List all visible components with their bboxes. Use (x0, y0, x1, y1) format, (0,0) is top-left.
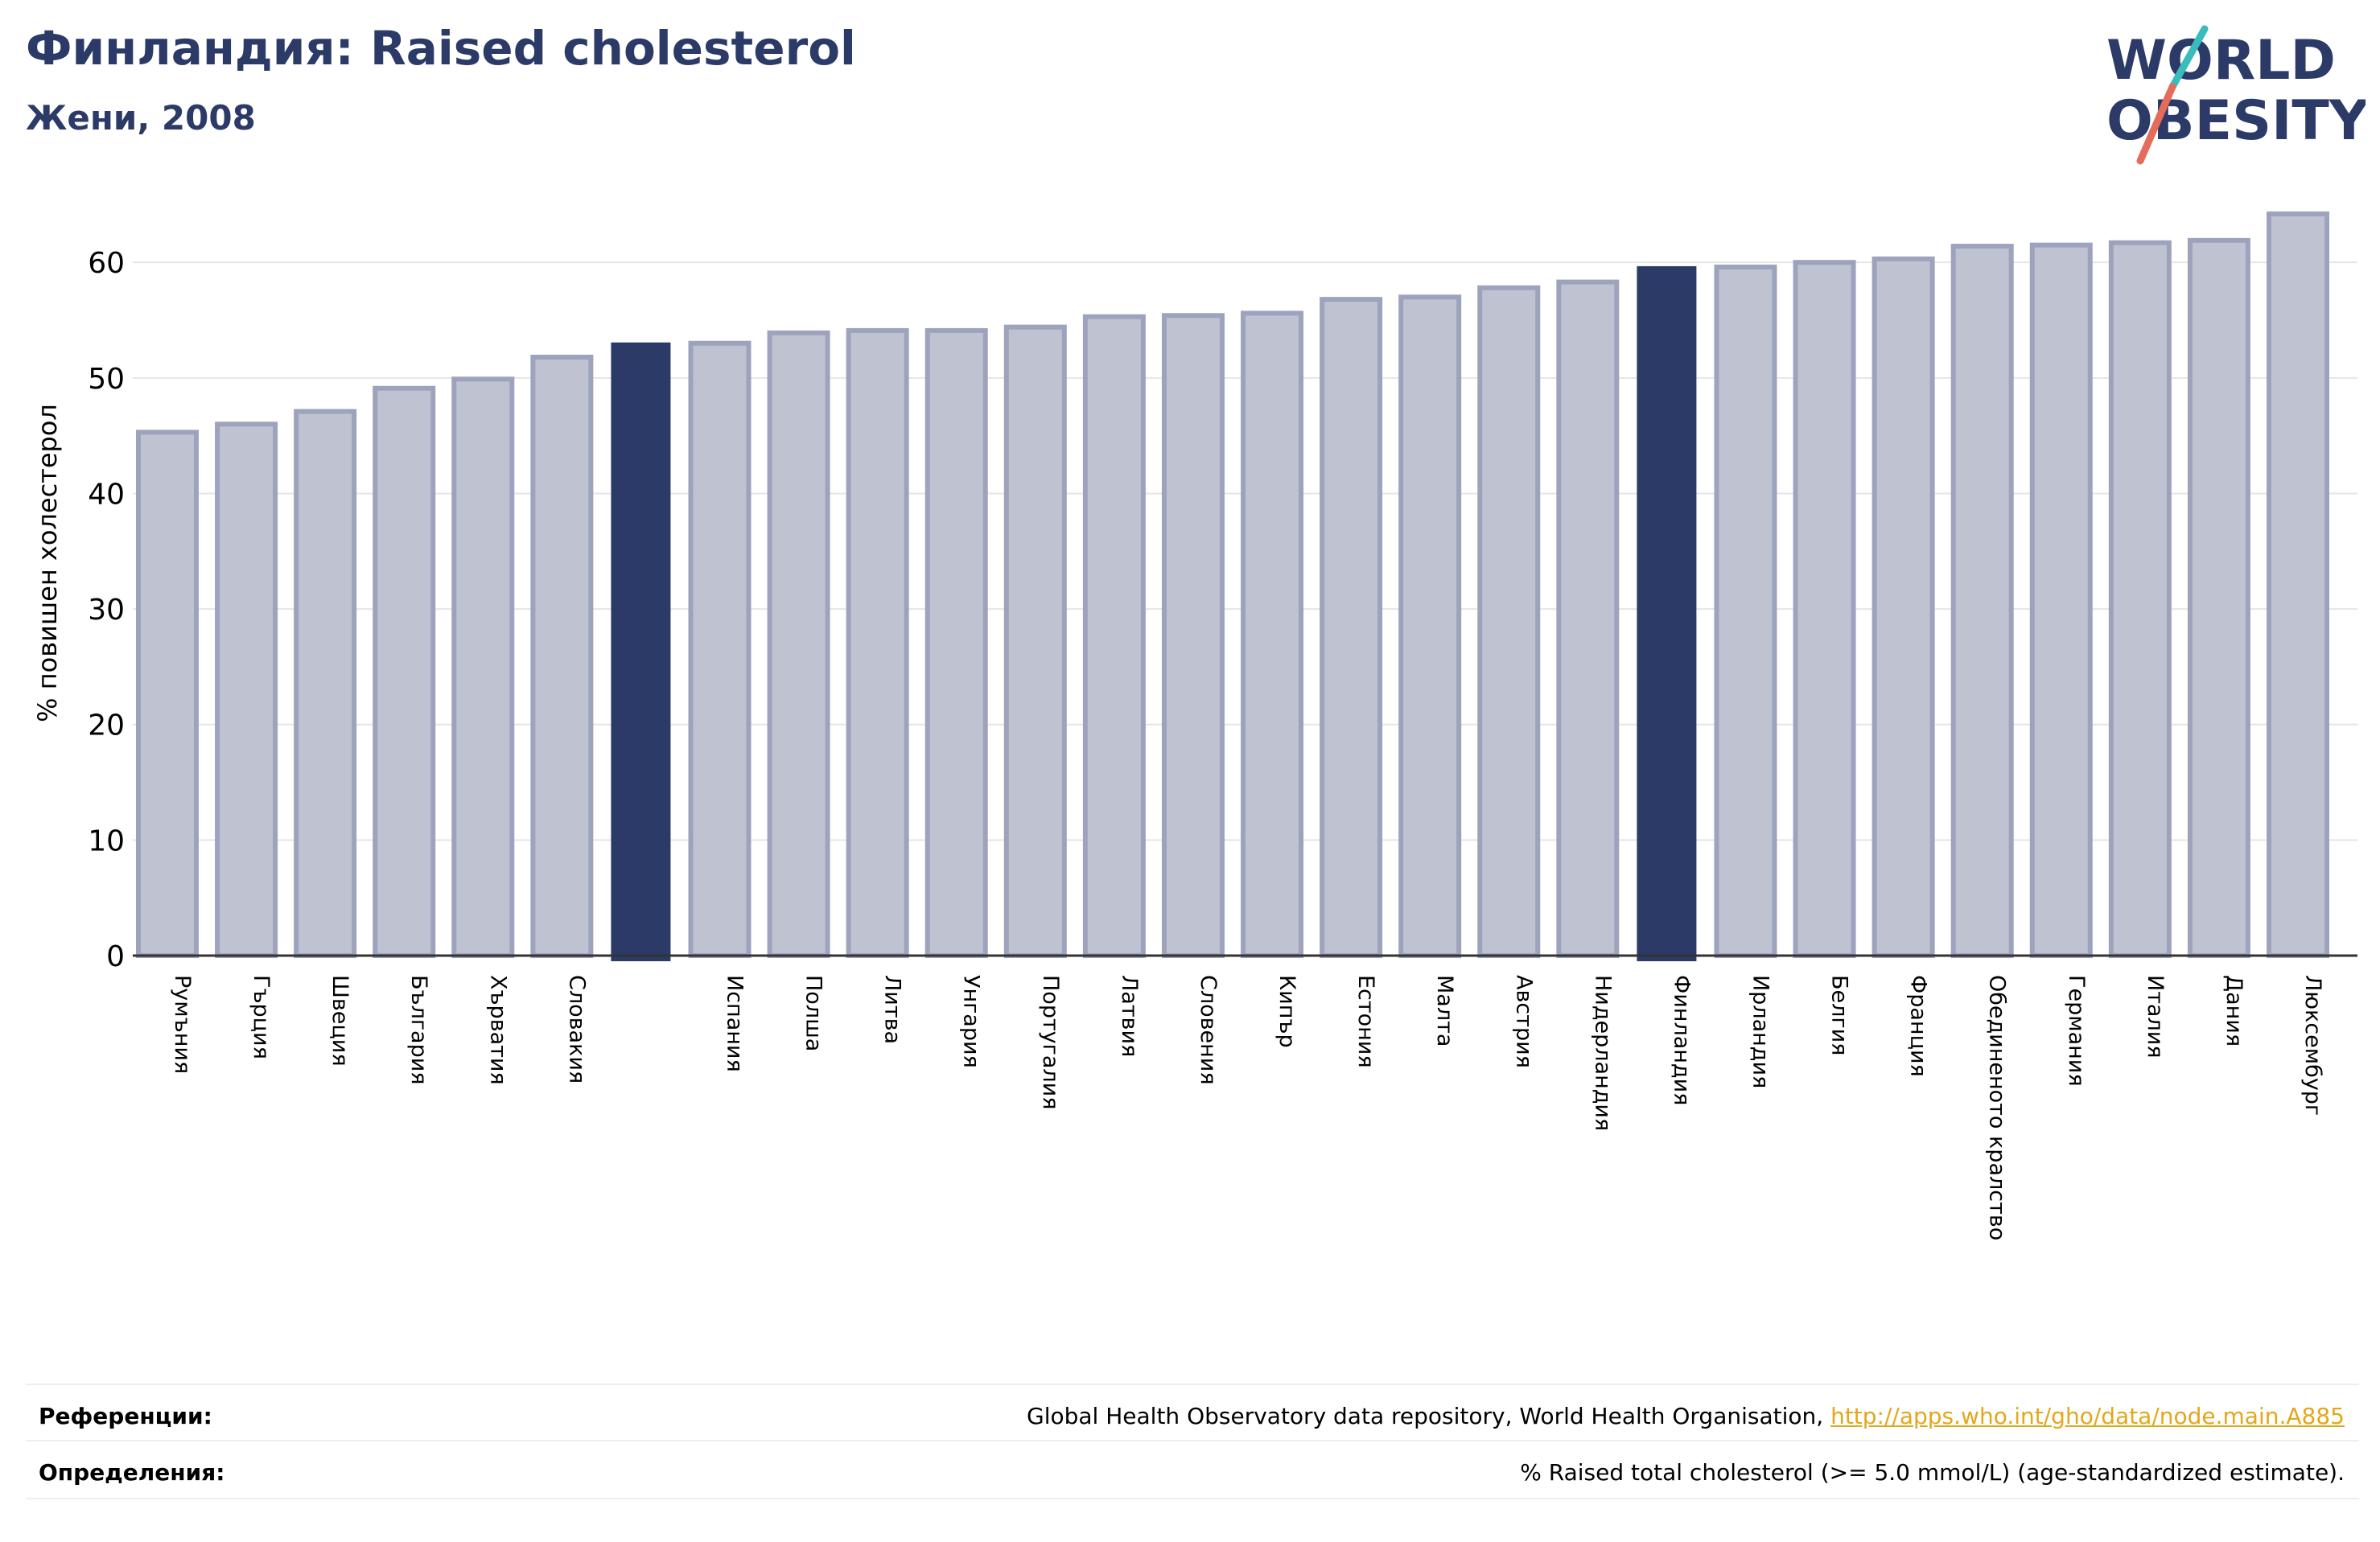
bar (924, 327, 988, 959)
bar (136, 430, 199, 958)
y-tick-label: 30 (88, 594, 125, 627)
axes: 0 10 20 30 40 50 60 (88, 247, 2357, 973)
category-label: Финландия (1669, 975, 1694, 1105)
bar (1320, 297, 1383, 958)
references-label: Референции: (39, 1403, 212, 1429)
category-label: Латвия (1117, 975, 1142, 1057)
footer-divider (26, 1384, 2359, 1385)
y-tick-label: 0 (106, 940, 125, 973)
bar (215, 421, 278, 958)
bar (1003, 324, 1067, 959)
category-label: Словения (1196, 975, 1221, 1085)
bar (1082, 314, 1146, 958)
category-label: Белгия (1827, 975, 1852, 1055)
bar (846, 327, 909, 959)
y-tick-label: 60 (88, 247, 125, 280)
category-label: Италия (2143, 975, 2168, 1059)
bar (1241, 310, 1304, 958)
bar (2267, 211, 2329, 958)
category-label: България (406, 975, 431, 1085)
bar (2187, 237, 2250, 958)
logo-slash-top (2168, 25, 2209, 91)
bar (1714, 264, 1777, 959)
category-label: Унгария (959, 975, 984, 1068)
bar (451, 376, 515, 959)
y-tick-label: 10 (88, 824, 125, 857)
definitions-label: Определения: (39, 1459, 225, 1486)
category-label: Испания (723, 975, 747, 1072)
y-tick-label: 40 (88, 478, 125, 511)
category-label: Естония (1353, 975, 1378, 1068)
logo-slash-bottom (2136, 83, 2176, 165)
bar (1556, 279, 1620, 959)
bar (2108, 240, 2172, 959)
category-label: Литва (880, 975, 905, 1044)
logo-line1: WORLD (2106, 29, 2336, 93)
page-subtitle: Жени, 2008 (26, 98, 256, 138)
bars (136, 211, 2329, 962)
category-label: Португалия (1038, 975, 1063, 1109)
bar (1871, 256, 1935, 958)
bar (1950, 244, 2014, 958)
y-tick-label: 20 (88, 709, 125, 742)
footer-divider (26, 1440, 2359, 1441)
category-label: Германия (2064, 975, 2089, 1087)
bar (294, 409, 357, 958)
category-label: Гърция (249, 975, 274, 1059)
world-obesity-logo: WORLD OBESITY (2106, 25, 2366, 165)
footer-divider (26, 1498, 2359, 1499)
category-labels: Румъния Гърция Швеция България Хърватия Слова… (170, 975, 2325, 1240)
category-label: Дания (2221, 975, 2246, 1047)
category-label: Кипър (1274, 975, 1299, 1048)
category-label: Люксембург (2300, 975, 2325, 1116)
bar (1398, 294, 1462, 959)
references-source: Global Health Observatory data repositor… (1027, 1403, 1831, 1429)
bar (373, 385, 436, 958)
bar (767, 330, 830, 958)
page-title: Финландия: Raised cholesterol (26, 21, 856, 76)
bar-highlighted (1637, 265, 1697, 962)
bar-highlighted (611, 342, 671, 961)
bar (1477, 285, 1541, 959)
category-label: Нидерландия (1590, 975, 1615, 1131)
bar (2029, 242, 2093, 958)
category-label: Обединеното кралство (1985, 975, 2010, 1240)
category-label: Румъния (170, 975, 195, 1074)
y-axis-label: % повишен холестерол (32, 404, 63, 722)
bar (530, 354, 594, 958)
category-label: Ирландия (1748, 975, 1773, 1088)
category-label: Хърватия (485, 975, 510, 1085)
references-link[interactable]: http://apps.who.int/gho/data/node.main.A… (1830, 1403, 2345, 1429)
bar (1161, 313, 1225, 959)
category-label: Франция (1906, 975, 1931, 1077)
bar (1793, 260, 1856, 958)
definitions-text: % Raised total cholesterol (>= 5.0 mmol/… (1520, 1459, 2345, 1486)
bar-chart: 0 10 20 30 40 50 60 Румъния Гърция Швеция Българи… (32, 211, 2357, 1240)
category-label: Малта (1432, 975, 1457, 1047)
bar (688, 340, 751, 958)
references-text: Global Health Observatory data repositor… (1027, 1403, 2345, 1429)
category-label: Полша (801, 975, 826, 1051)
category-label: Австрия (1511, 975, 1536, 1068)
category-label: Швеция (327, 975, 352, 1067)
y-tick-label: 50 (88, 363, 125, 396)
category-label: Словакия (564, 975, 589, 1084)
